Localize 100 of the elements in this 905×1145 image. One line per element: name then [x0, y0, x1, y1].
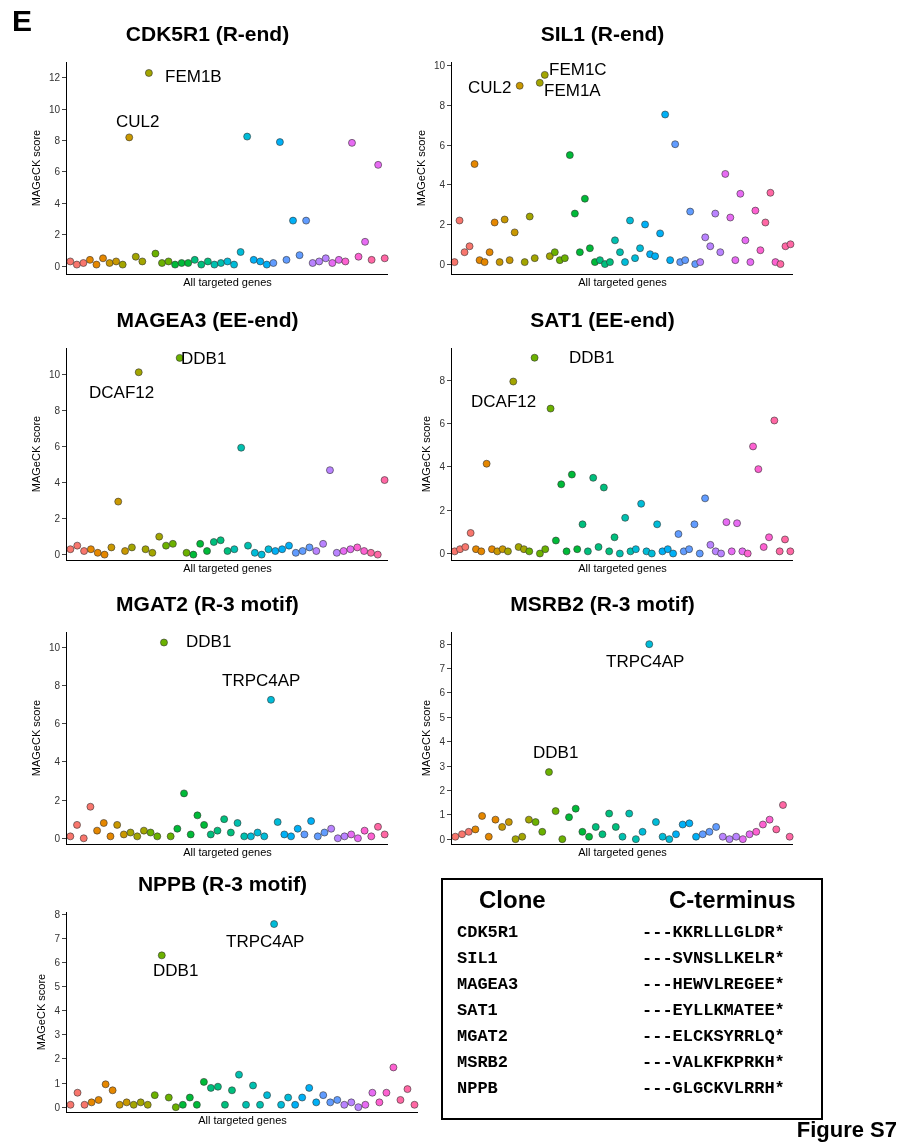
point [658, 832, 667, 841]
annotation: DDB1 [533, 743, 579, 762]
point [585, 832, 593, 841]
point [257, 550, 266, 559]
annotation: TRPC4AP [606, 652, 685, 671]
point [284, 1093, 292, 1102]
point [223, 547, 232, 555]
y-axis-title: MAGeCK score [414, 129, 427, 207]
y-tick-label: 0 [439, 548, 446, 560]
point [93, 549, 102, 557]
point [340, 832, 349, 841]
point [565, 813, 573, 821]
point [672, 830, 680, 839]
point [180, 789, 188, 798]
point [235, 1070, 243, 1079]
point [271, 547, 280, 555]
y-tick-label: 4 [54, 477, 61, 489]
point [291, 1100, 299, 1109]
point [243, 132, 251, 141]
x-axis-title: All targeted genes [183, 562, 273, 575]
point [571, 804, 580, 813]
point [551, 807, 560, 815]
chart-title: MAGEA3 (EE-end) [116, 307, 299, 331]
category-label: SIL1 [457, 948, 499, 970]
point [73, 260, 81, 269]
y-tick-label: 2 [439, 218, 446, 230]
point [200, 1078, 208, 1086]
category-label: MGAT2 [457, 1026, 509, 1048]
text: ---VALKFKPRKH* [642, 1052, 785, 1074]
chart-title: CDK5R1 (R-end) [125, 21, 290, 45]
point [612, 823, 620, 831]
text: ---KKRLLLGLDR* [642, 922, 785, 944]
y-tick-label: 8 [54, 679, 61, 691]
point [150, 1091, 159, 1099]
point [233, 819, 242, 827]
point [451, 832, 460, 841]
y-tick-label: 8 [439, 100, 446, 112]
y-axis-title: MAGeCK score [29, 415, 42, 493]
point [230, 545, 239, 554]
x-axis-title: All targeted genes [578, 562, 668, 575]
point [92, 260, 101, 269]
point [334, 834, 342, 843]
point [638, 828, 647, 836]
point [216, 536, 225, 545]
point [267, 696, 275, 704]
y-tick-label: 6 [439, 418, 446, 430]
point [354, 252, 363, 261]
point [120, 830, 128, 839]
point [471, 825, 480, 834]
point [101, 1080, 110, 1089]
point [80, 547, 88, 555]
point [300, 830, 309, 839]
point [332, 549, 341, 557]
point [335, 256, 343, 264]
point [236, 248, 245, 256]
y-tick-label: 10 [48, 369, 61, 381]
point [347, 1098, 356, 1107]
point [380, 830, 389, 839]
y-tick-label: 8 [54, 908, 61, 920]
point [186, 830, 195, 839]
point [484, 832, 493, 841]
point [305, 543, 314, 552]
point [367, 549, 375, 557]
point [491, 815, 500, 824]
y-tick-label: 6 [54, 957, 61, 969]
category-label: NPPB [457, 1078, 499, 1100]
point [228, 1086, 236, 1095]
point [368, 1088, 377, 1097]
point [632, 835, 640, 843]
point [360, 547, 368, 555]
point [531, 818, 540, 826]
category-label: CDK5R1 [457, 922, 520, 944]
y-tick-label: 4 [439, 461, 446, 473]
y-tick-label: 10 [433, 60, 446, 72]
point [108, 1086, 117, 1095]
point [207, 1084, 215, 1092]
point [263, 260, 271, 269]
text: ---HEWVLREGEE* [642, 974, 785, 996]
x-axis-title: All targeted genes [578, 276, 668, 289]
point [182, 549, 191, 557]
point [772, 825, 781, 834]
point [361, 238, 369, 246]
point [164, 257, 173, 266]
y-axis-title: MAGeCK score [35, 973, 48, 1051]
y-axis-title: MAGeCK score [29, 699, 42, 777]
x-axis-title: All targeted genes [183, 846, 273, 859]
annotation: TRPC4AP [226, 932, 305, 951]
point [73, 821, 81, 829]
point [190, 256, 199, 264]
point [153, 832, 162, 841]
chart-title: SIL1 (R-end) [540, 21, 665, 45]
y-tick-label: 6 [439, 687, 446, 699]
point [361, 1100, 370, 1109]
point [591, 823, 600, 831]
y-tick-label: 8 [439, 638, 446, 650]
y-tick-label: 5 [54, 981, 61, 993]
annotation: FEM1A [544, 81, 602, 100]
annotation: DCAF12 [471, 392, 537, 411]
point [136, 1098, 145, 1107]
point [227, 828, 235, 837]
